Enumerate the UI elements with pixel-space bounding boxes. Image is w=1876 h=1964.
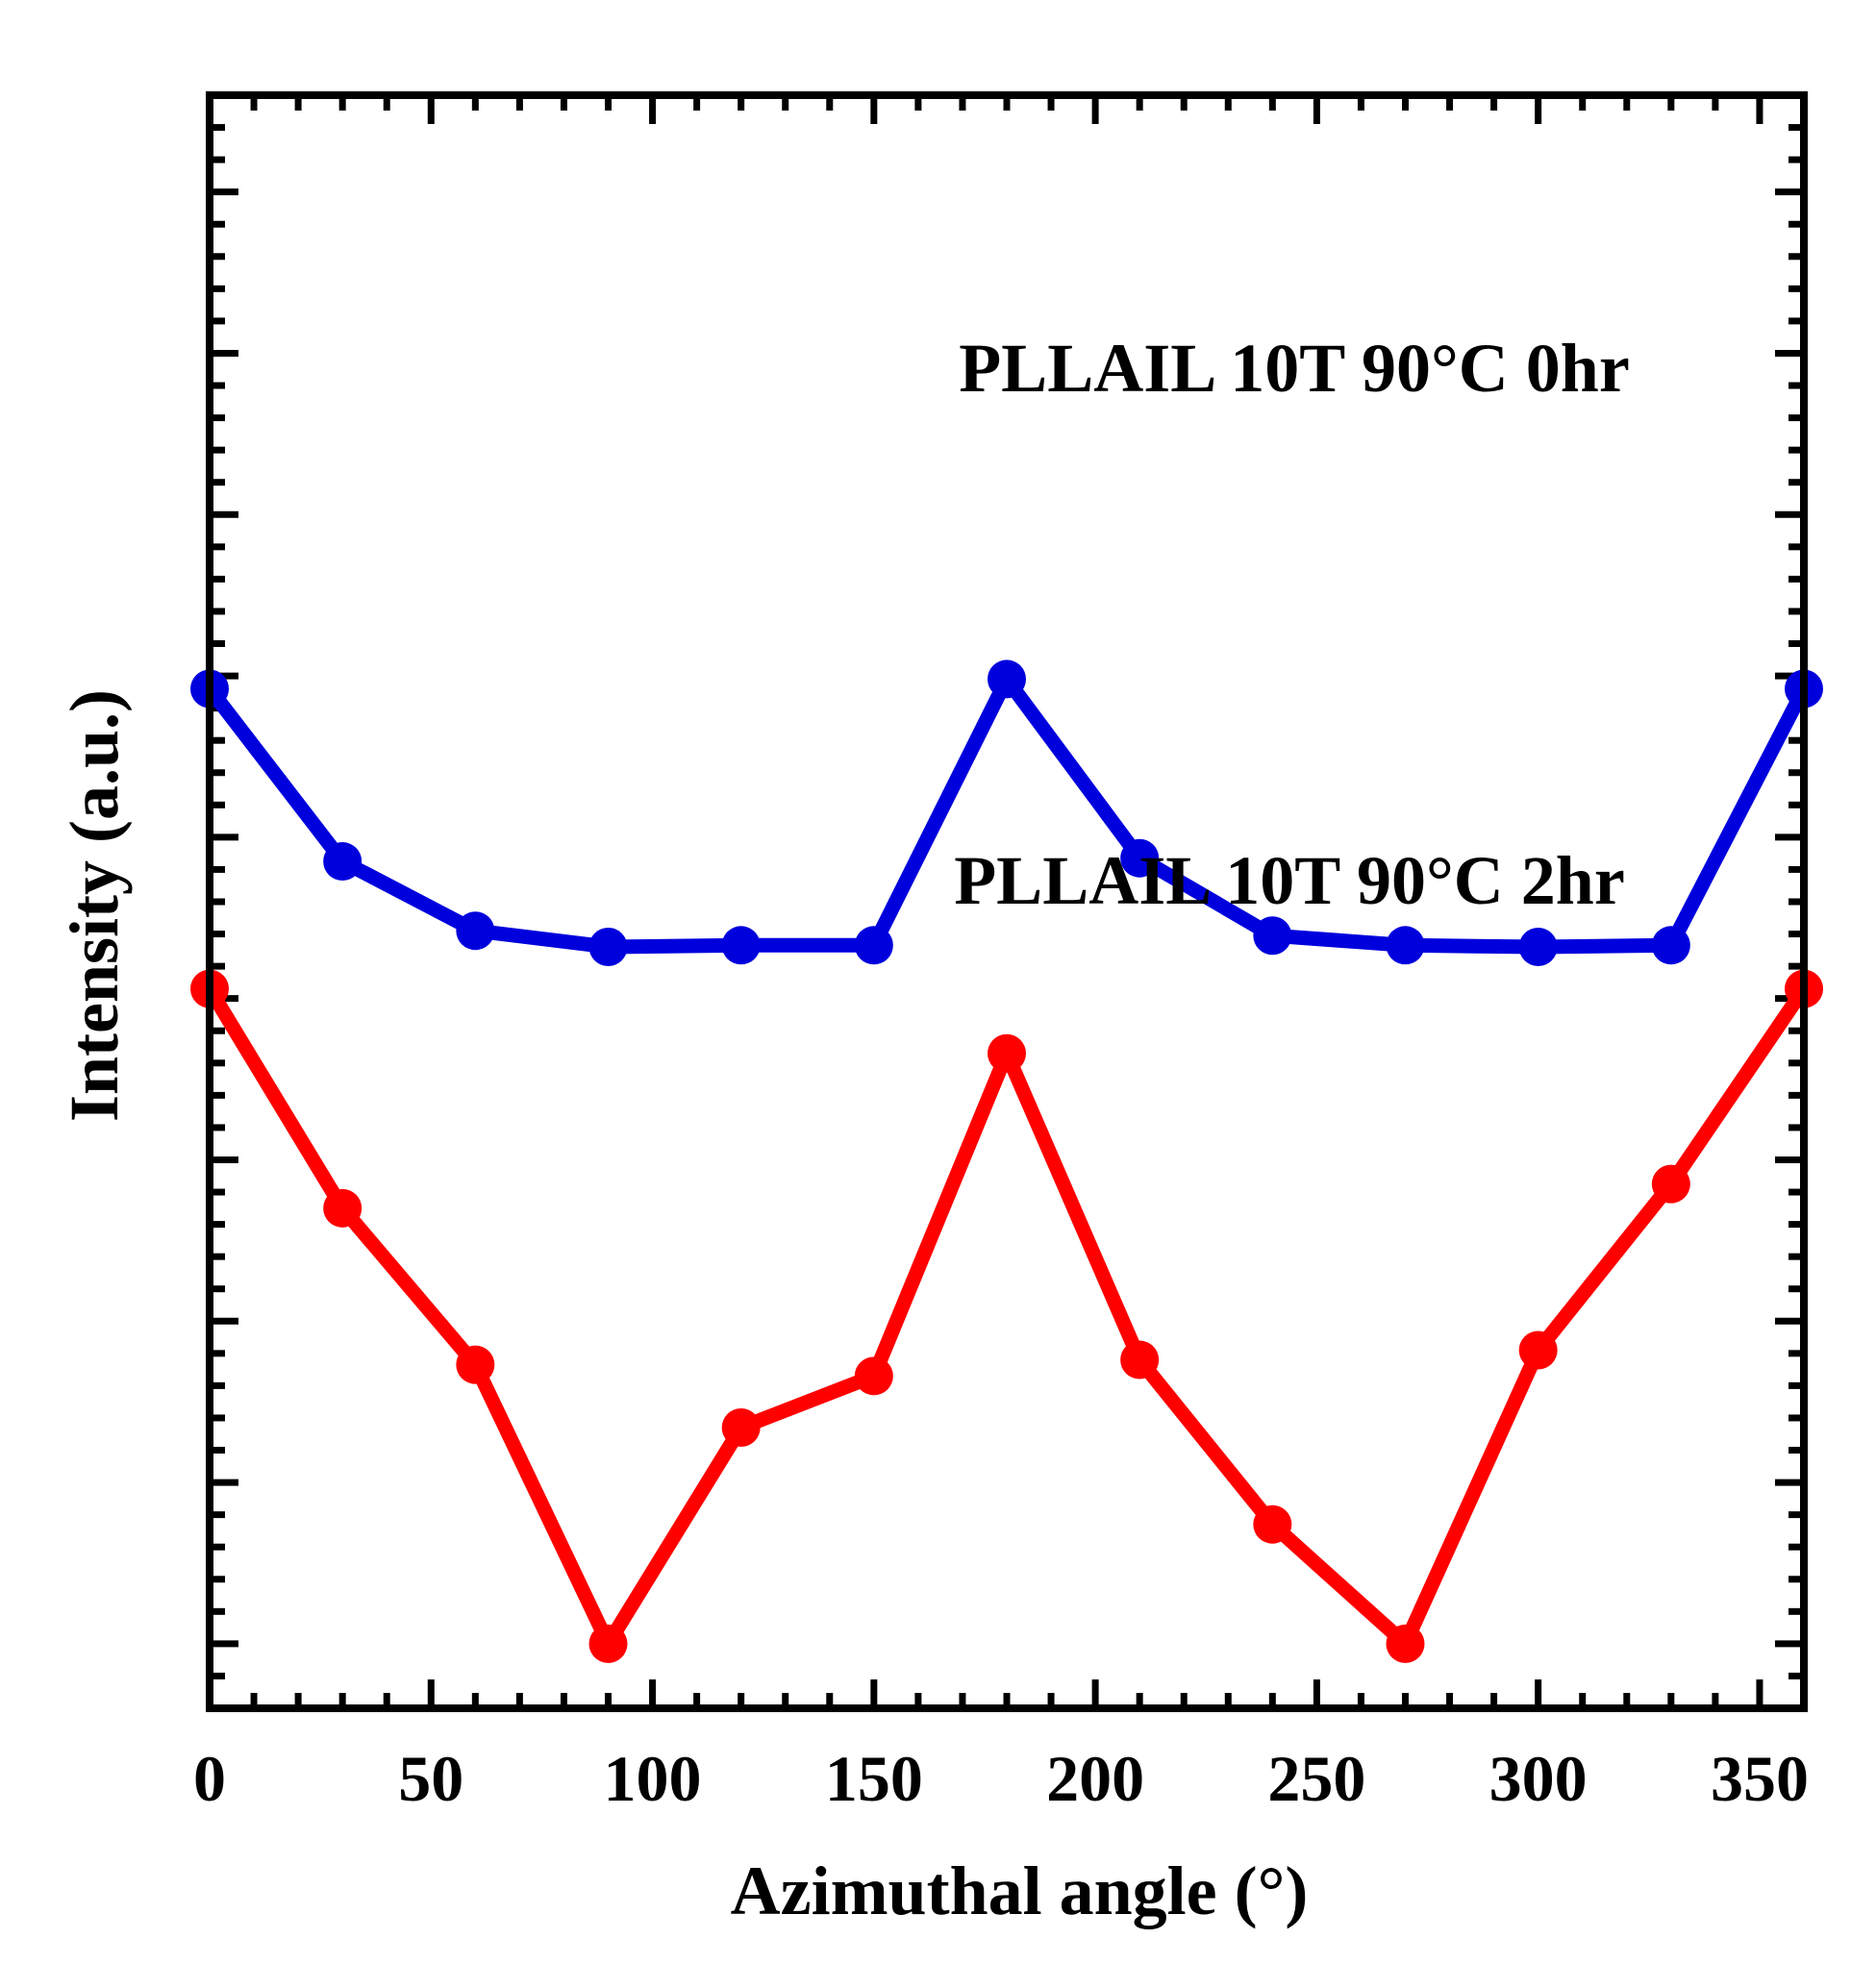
series-point-0hr — [323, 842, 363, 882]
x-tick-label: 100 — [604, 1742, 702, 1815]
series-point-0hr — [1386, 926, 1425, 965]
x-tick-label: 250 — [1267, 1742, 1365, 1815]
series-point-0hr — [1120, 838, 1160, 878]
x-axis-title: Azimuthal angle (°) — [731, 1852, 1309, 1929]
series-point-2hr — [1120, 1340, 1160, 1380]
series-point-2hr — [1651, 1164, 1690, 1204]
series-point-0hr — [1518, 927, 1558, 966]
series-point-2hr — [1386, 1624, 1425, 1663]
x-tick-label: 350 — [1711, 1742, 1809, 1815]
series-line-2hr — [202, 982, 1812, 1652]
x-tick-label: 150 — [825, 1742, 923, 1815]
series-point-0hr — [854, 926, 893, 965]
series-point-2hr — [854, 1356, 893, 1396]
series-label-0hr: PLLAIL 10T 90°C 0hr — [959, 330, 1630, 407]
series-point-2hr — [1253, 1504, 1292, 1544]
x-tick-label: 300 — [1489, 1742, 1588, 1815]
series-point-2hr — [323, 1188, 363, 1228]
series-point-0hr — [456, 911, 495, 951]
series-point-0hr — [721, 926, 761, 965]
y-axis-title: Intensity (a.u.) — [56, 689, 133, 1122]
series-point-0hr — [1651, 926, 1690, 965]
x-tick-label: 0 — [193, 1742, 226, 1815]
series-point-2hr — [456, 1345, 495, 1384]
series-point-0hr — [1253, 916, 1292, 956]
series-point-2hr — [721, 1408, 761, 1448]
series-label-2hr: PLLAIL 10T 90°C 2hr — [954, 842, 1625, 919]
x-tick-label: 200 — [1046, 1742, 1144, 1815]
series-point-0hr — [988, 659, 1026, 699]
x-tick-label: 50 — [398, 1742, 463, 1815]
series-point-2hr — [588, 1624, 628, 1663]
series-layer — [190, 659, 1823, 1663]
series-point-2hr — [1518, 1330, 1558, 1370]
series-point-2hr — [988, 1033, 1026, 1073]
plot-frame — [206, 91, 1808, 1712]
x-tick-labels: 0 50 100 150 200 250 300 350 — [193, 1742, 1809, 1815]
series-point-0hr — [588, 927, 628, 966]
